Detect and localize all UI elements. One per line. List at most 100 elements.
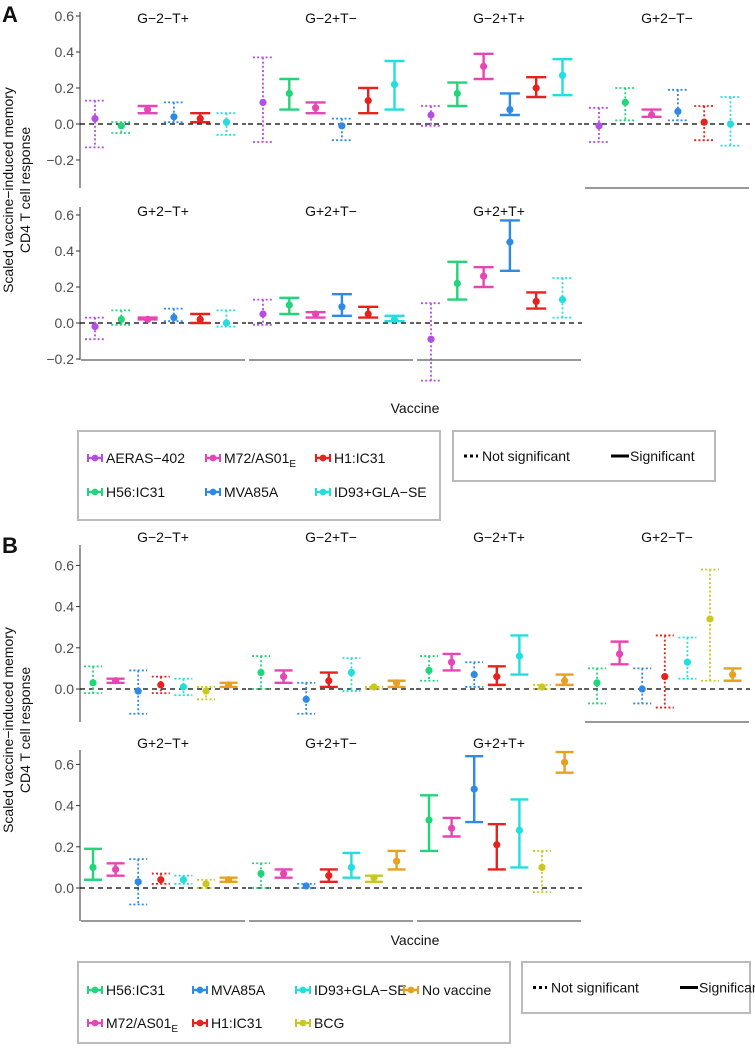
legend-item: H56:IC31 <box>87 484 165 500</box>
error-bar-not-significant <box>253 56 273 143</box>
error-bar-significant <box>384 59 405 111</box>
mean-point <box>257 668 265 677</box>
error-bar-not-significant <box>174 677 193 697</box>
mean-point <box>448 658 456 666</box>
y-axis-title-line: Scaled vaccine−induced memory <box>0 627 16 833</box>
facet-title: G+2−T− <box>641 10 693 26</box>
error-bar-significant <box>137 104 158 115</box>
mean-point <box>515 826 524 834</box>
legend-key-point <box>91 454 99 462</box>
error-bar-significant <box>526 291 547 310</box>
mean-point <box>179 876 187 884</box>
legend-label-text: H1:IC31 <box>211 1015 263 1031</box>
error-bar-significant <box>387 679 406 689</box>
error-bar-not-significant <box>216 112 237 136</box>
error-bar-not-significant <box>111 309 132 326</box>
mean-point <box>179 683 187 691</box>
error-bar-significant <box>84 847 102 881</box>
error-bar-not-significant <box>197 878 215 889</box>
error-bar-significant <box>473 52 494 81</box>
error-bar-not-significant <box>655 634 674 709</box>
legend-label-text: ID93+GLA−SE <box>334 484 427 500</box>
error-bar-not-significant <box>174 874 193 885</box>
mean-point <box>91 323 99 331</box>
error-bar-not-significant <box>129 858 148 906</box>
error-bar-significant <box>358 86 379 115</box>
error-bar-significant <box>499 92 520 117</box>
error-bar-significant <box>420 794 438 853</box>
error-bar-significant <box>387 849 406 871</box>
mean-point <box>222 118 231 126</box>
legend-box <box>521 961 751 1014</box>
mean-point <box>674 107 682 115</box>
facet-title: G−2+T− <box>305 529 357 545</box>
not-significant-label: Not significant <box>551 980 639 996</box>
facet-title: G+2+T− <box>305 735 357 751</box>
mean-point <box>700 118 708 126</box>
error-bar-significant <box>442 816 461 838</box>
error-bar-significant <box>331 293 352 317</box>
mean-point <box>390 315 399 323</box>
error-bar-not-significant <box>678 636 697 680</box>
y-tick-label: 0.0 <box>55 315 75 331</box>
error-bar-significant <box>526 75 547 99</box>
error-bar-not-significant <box>151 872 170 885</box>
error-bar-significant <box>442 652 461 672</box>
legend-label: AERAS−402 <box>106 450 185 466</box>
y-axis-title-line: CD4 T cell response <box>17 667 33 794</box>
not-significant-label: Not significant <box>482 448 570 464</box>
error-bar-significant <box>555 750 574 774</box>
legend-label-text: BCG <box>314 1015 344 1031</box>
mean-point <box>89 679 97 687</box>
y-tick-label: 0.6 <box>55 756 75 772</box>
mean-point <box>453 89 461 97</box>
mean-point <box>532 297 540 305</box>
legend-box <box>452 430 716 482</box>
mean-point <box>170 314 178 322</box>
legend-label-text: H1:IC31 <box>334 450 386 466</box>
mean-point <box>170 113 178 121</box>
legend-label: MVA85A <box>224 484 279 500</box>
mean-point <box>558 296 567 304</box>
error-bar-not-significant <box>252 862 270 889</box>
mean-point <box>347 668 355 677</box>
legend-label: No vaccine <box>422 982 491 998</box>
error-bar-significant <box>190 111 211 124</box>
error-bar-not-significant <box>365 683 383 691</box>
facet: G+2−T− <box>584 529 750 723</box>
legend-item: MVA85A <box>192 982 266 998</box>
error-bar-significant <box>610 640 629 666</box>
legend-label: MVA85A <box>211 982 266 998</box>
panel-label: B <box>2 533 18 558</box>
facet: G+2+T− <box>248 203 414 361</box>
mean-point <box>117 122 125 130</box>
vaccine-legend: AERAS−402 M72/AS01E H1:IC31 H56:IC31 MVA85A I… <box>77 430 441 521</box>
mean-point <box>280 673 288 681</box>
error-bar-significant <box>305 310 326 319</box>
legend-label: M72/AS01E <box>106 1015 178 1035</box>
mean-point <box>515 652 524 660</box>
legend-key-point <box>196 986 204 994</box>
error-bar-not-significant <box>163 307 184 323</box>
y-tick-label: 0.4 <box>55 243 75 259</box>
mean-point <box>425 816 433 824</box>
mean-point <box>506 238 514 246</box>
mean-point <box>117 315 125 323</box>
legend-item: H56:IC31 <box>87 982 165 998</box>
facet-title: G+2+T− <box>305 203 357 219</box>
facet-title: G+2+T+ <box>473 735 525 751</box>
facet: G−2+T− <box>248 529 414 715</box>
legend-key-point <box>91 1019 99 1027</box>
mean-point <box>157 876 165 884</box>
legend-label: H1:IC31 <box>334 450 386 466</box>
legend-label: ID93+GLA−SE <box>314 982 407 998</box>
error-bar-not-significant <box>297 882 316 890</box>
mean-point <box>370 874 378 882</box>
mean-point <box>285 301 293 309</box>
mean-point <box>648 111 656 119</box>
facet: G−2+T+ <box>416 529 582 691</box>
mean-point <box>89 863 97 872</box>
legend-item: H1:IC31 <box>192 1015 263 1031</box>
mean-point <box>202 880 210 888</box>
legend-item: MVA85A <box>205 484 279 500</box>
